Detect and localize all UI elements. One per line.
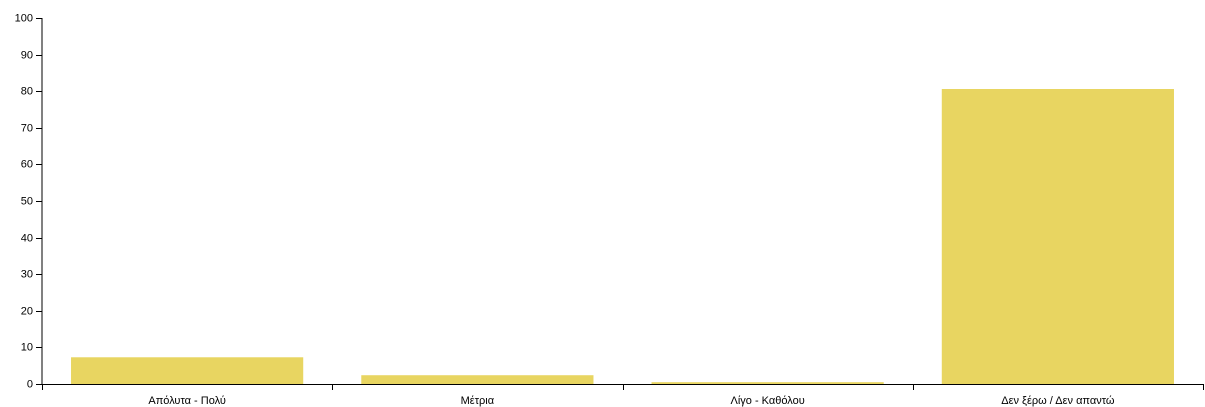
- y-tick-label: 40: [21, 232, 33, 244]
- y-tick-label: 50: [21, 195, 33, 207]
- bar: [941, 89, 1174, 384]
- x-tick-label: Δεν ξέρω / Δεν απαντώ: [1001, 395, 1115, 407]
- x-tick-label: Λίγο - Καθόλου: [731, 395, 805, 407]
- bar: [651, 382, 884, 384]
- y-tick-label: 90: [21, 49, 33, 61]
- y-axis: 0 10 20 30 40 50 60 70 80 90 100: [15, 12, 43, 390]
- x-tick-label: Μέτρια: [461, 395, 495, 407]
- bar: [361, 375, 594, 384]
- y-tick-label: 60: [21, 158, 33, 170]
- y-tick-label: 0: [27, 378, 33, 390]
- y-tick-label: 20: [21, 305, 33, 317]
- y-tick-label: 100: [15, 12, 33, 24]
- bars: [71, 89, 1174, 384]
- y-tick-label: 10: [21, 341, 33, 353]
- bar: [71, 357, 304, 384]
- y-tick-label: 80: [21, 85, 33, 97]
- y-tick-label: 70: [21, 122, 33, 134]
- x-axis: Απόλυτα - Πολύ Μέτρια Λίγο - Καθόλου Δεν ξέ…: [42, 384, 1204, 407]
- y-tick-label: 30: [21, 268, 33, 280]
- x-tick-label: Απόλυτα - Πολύ: [148, 395, 226, 407]
